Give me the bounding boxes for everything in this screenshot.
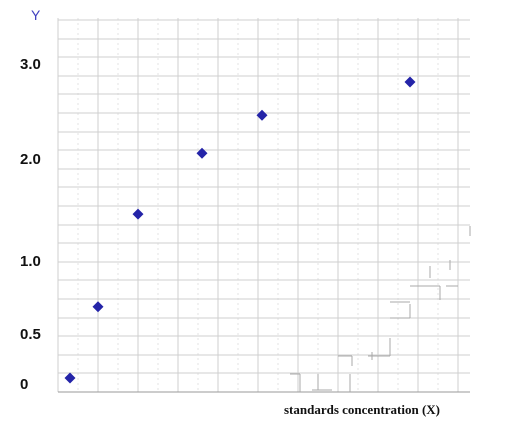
data-point bbox=[92, 301, 104, 313]
grid bbox=[57, 18, 470, 393]
y-tick-label: 3.0 bbox=[20, 56, 41, 73]
data-points bbox=[64, 76, 416, 384]
data-point bbox=[256, 109, 268, 121]
y-axis-title: Y bbox=[31, 7, 41, 23]
data-point bbox=[196, 147, 208, 159]
y-tick-label: 1.0 bbox=[20, 253, 41, 270]
y-tick-label: 0 bbox=[20, 376, 28, 393]
faint-background-marks bbox=[290, 226, 471, 392]
data-point bbox=[132, 208, 144, 220]
y-tick-labels: 0 0.5 1.0 2.0 3.0 bbox=[20, 56, 41, 393]
x-axis-title: standards concentration (X) bbox=[284, 402, 440, 417]
data-point bbox=[404, 76, 416, 88]
y-tick-label: 0.5 bbox=[20, 326, 41, 343]
data-point bbox=[64, 372, 76, 384]
y-tick-label: 2.0 bbox=[20, 151, 41, 168]
